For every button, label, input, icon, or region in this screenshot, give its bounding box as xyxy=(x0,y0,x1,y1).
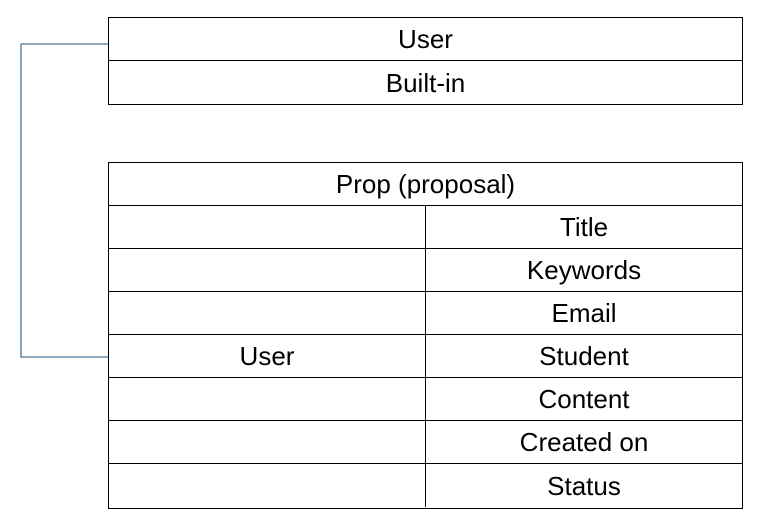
prop-field-content: Content xyxy=(538,384,630,414)
prop-field-email: Email xyxy=(551,298,617,328)
prop-table: Prop (proposal) Title Keywords Email Use… xyxy=(108,162,743,509)
prop-field-row: Title xyxy=(109,206,742,249)
prop-field-status: Status xyxy=(547,470,621,501)
prop-field-left-cell xyxy=(109,249,426,291)
prop-field-row: User Student xyxy=(109,335,742,378)
prop-field-left-cell xyxy=(109,464,426,507)
prop-table-title: Prop (proposal) xyxy=(335,169,516,199)
prop-field-row: Content xyxy=(109,378,742,421)
prop-field-left-cell xyxy=(109,206,426,248)
prop-field-row: Created on xyxy=(109,421,742,464)
user-table-row: Built-in xyxy=(109,61,742,104)
prop-field-title: Title xyxy=(559,212,609,242)
prop-field-created-on: Created on xyxy=(519,427,649,457)
user-table-builtin-cell: Built-in xyxy=(385,67,466,98)
user-table: User Built-in xyxy=(108,17,743,105)
prop-table-header-row: Prop (proposal) xyxy=(109,163,742,206)
prop-field-keywords: Keywords xyxy=(526,255,642,285)
user-table-header-row: User xyxy=(109,18,742,61)
user-table-title: User xyxy=(398,24,453,54)
prop-field-left-cell xyxy=(109,378,426,420)
prop-field-row: Status xyxy=(109,464,742,507)
prop-field-row: Keywords xyxy=(109,249,742,292)
connector-line xyxy=(20,43,108,358)
prop-field-left-cell xyxy=(109,421,426,463)
prop-field-student: Student xyxy=(539,341,629,371)
prop-field-row: Email xyxy=(109,292,742,335)
prop-field-left-cell xyxy=(109,292,426,334)
prop-field-user-fk: User xyxy=(109,335,426,377)
